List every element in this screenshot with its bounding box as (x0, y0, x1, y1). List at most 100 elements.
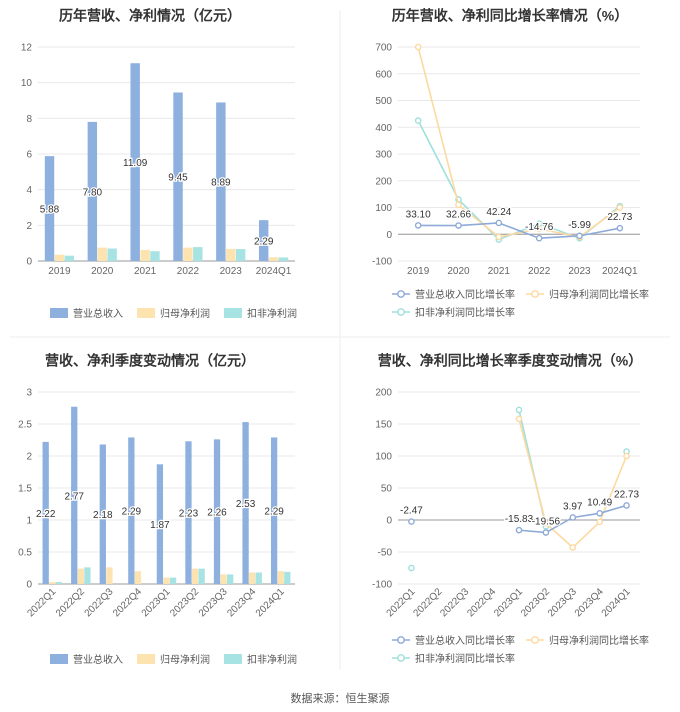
y-tick-label: 100 (375, 452, 392, 463)
series-point (542, 519, 550, 527)
y-tick-label: 10 (21, 78, 33, 89)
x-tick-label: 2023 (568, 266, 591, 277)
legend-marker (531, 290, 539, 298)
y-tick-label: 12 (21, 43, 33, 54)
y-tick-label: 200 (375, 176, 392, 187)
x-tick-label: 2022Q3 (83, 586, 116, 619)
y-tick-label: 50 (381, 484, 393, 495)
series-point (495, 219, 503, 227)
x-tick-label: 2022Q1 (25, 586, 58, 619)
y-tick-label: 0 (386, 230, 392, 241)
x-tick-label: 2022Q4 (465, 586, 498, 619)
bar (54, 254, 65, 261)
bar (42, 441, 49, 584)
series-line (418, 222, 620, 240)
chart-2: 历年营收、净利同比增长率情况（%） -100 0 100 200 300 400 500 600… (372, 8, 649, 319)
bar (258, 220, 269, 261)
legend-marker (397, 636, 405, 644)
y-tick-label: 2 (26, 452, 32, 463)
series-point (596, 518, 603, 526)
x-tick-label: 2023Q2 (519, 586, 552, 619)
series-point (535, 225, 543, 233)
data-label: 3.97 (563, 501, 583, 512)
bar (183, 247, 193, 261)
x-tick-label: 2023Q2 (168, 586, 201, 619)
legend-label: 归母净利润同比增长率 (549, 288, 649, 301)
x-tick-label: 2024Q1 (600, 586, 633, 619)
series-point (515, 415, 523, 423)
legend-marker (397, 654, 405, 662)
legend-swatch (224, 654, 242, 664)
bar (134, 571, 142, 584)
chart-title: 营收、净利同比增长率季度变动情况（%） (378, 353, 642, 369)
data-label: -14.76 (525, 222, 554, 233)
y-tick-label: 700 (375, 43, 392, 54)
bar (106, 567, 113, 584)
bar (278, 257, 289, 261)
bar (128, 437, 135, 584)
y-tick-label: 2 (26, 221, 32, 232)
y-tick-label: 0 (26, 580, 32, 591)
series-point (408, 518, 415, 525)
legend-label: 归母净利润 (160, 653, 210, 666)
legend-swatch (137, 654, 155, 664)
bar (49, 582, 56, 584)
series-point (616, 224, 624, 232)
x-tick-label: 2022Q2 (412, 586, 445, 619)
bar (163, 577, 170, 584)
bar (150, 251, 160, 261)
bar (156, 464, 164, 584)
legend-label: 营业总收入同比增长率 (415, 634, 515, 647)
series-point (596, 509, 603, 517)
legend-marker (397, 308, 405, 316)
y-tick-label: -100 (372, 257, 392, 268)
bar (71, 406, 78, 584)
bar (173, 92, 183, 261)
data-label: -5.99 (568, 220, 591, 231)
y-tick-label: 500 (375, 96, 392, 107)
bar (185, 441, 192, 584)
legend-marker (397, 290, 405, 298)
legend-label: 营业总收入同比增长率 (415, 288, 515, 301)
bar (277, 571, 284, 584)
x-tick-label: 2023 (220, 266, 243, 277)
bar (84, 567, 91, 584)
y-tick-label: 200 (375, 388, 392, 399)
y-tick-label: 0 (26, 257, 32, 268)
data-label: 2.53 (236, 499, 256, 510)
x-tick-label: 2022Q1 (385, 586, 418, 619)
series-point (542, 529, 550, 536)
x-tick-label: 2024Q1 (254, 586, 287, 619)
chart-title: 历年营收、净利同比增长率情况（%） (392, 8, 628, 24)
data-label: 11.09 (123, 158, 148, 169)
x-tick-label: 2020 (91, 266, 114, 277)
bar (55, 582, 63, 584)
bar (97, 247, 107, 261)
x-tick-label: 2023Q1 (140, 586, 173, 619)
x-tick-label: 2023Q4 (573, 586, 606, 619)
series-point (576, 232, 583, 240)
series-point (408, 564, 415, 572)
legend-label: 扣非净利润 (247, 307, 297, 320)
series-point (414, 222, 422, 229)
series-point (414, 43, 422, 51)
x-tick-label: 2024Q1 (256, 266, 292, 277)
bar (169, 577, 177, 584)
legend-swatch (224, 308, 242, 318)
data-label: 2.23 (179, 509, 199, 520)
chart-title: 营收、净利季度变动情况（亿元） (45, 353, 255, 369)
chart-3: 营收、净利季度变动情况（亿元）00.511.522.532022Q12022Q2… (18, 353, 297, 666)
data-label: 9.45 (168, 173, 188, 184)
legend-swatch (50, 308, 68, 318)
series-point (623, 452, 630, 460)
data-label: 8.89 (211, 178, 231, 189)
bar (268, 257, 279, 261)
series-point (569, 514, 577, 521)
legend-label: 营业总收入 (73, 307, 123, 320)
legend-swatch (137, 308, 155, 318)
bar (107, 248, 117, 261)
series-point (616, 204, 624, 211)
data-label: 2.26 (207, 508, 227, 519)
y-tick-label: 0.5 (18, 548, 32, 559)
